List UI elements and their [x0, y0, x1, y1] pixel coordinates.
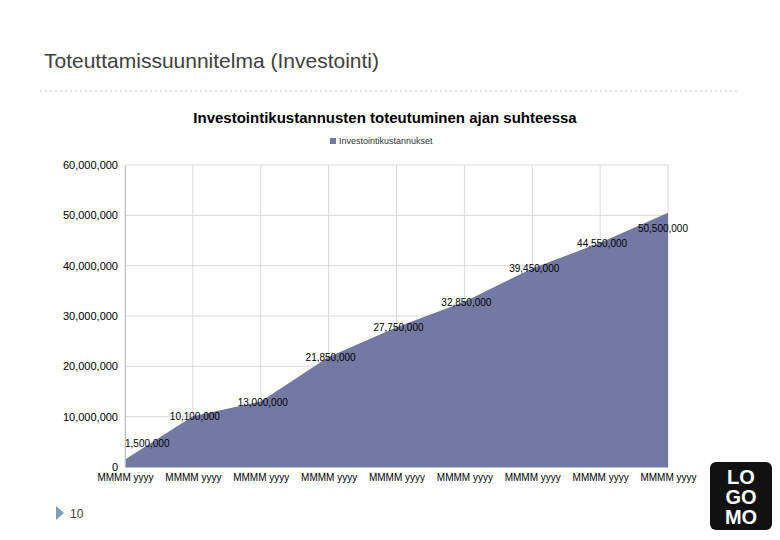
- data-label: 32,850,000: [441, 297, 491, 308]
- grid: [125, 165, 668, 467]
- x-tick: MMMM yyyy: [369, 467, 425, 483]
- y-tick-label: 40,000,000: [63, 260, 118, 272]
- logo-text: GO: [725, 486, 756, 508]
- x-tick: MMMM yyyy: [233, 467, 289, 483]
- y-tick-label: 30,000,000: [63, 310, 118, 322]
- title-separator: [40, 91, 740, 92]
- area-series: [125, 213, 668, 467]
- x-tick-label: MMMM yyyy: [640, 472, 696, 483]
- logo-text: MO: [725, 506, 757, 528]
- x-tick: MMMM yyyy: [437, 467, 493, 483]
- data-label: 1,500,000: [125, 438, 170, 449]
- y-tick: 50,000,000: [63, 209, 125, 221]
- y-tick-label: 50,000,000: [63, 209, 118, 221]
- y-tick: 40,000,000: [63, 260, 125, 272]
- data-label: 50,500,000: [638, 223, 688, 234]
- x-tick-label: MMMM yyyy: [301, 472, 357, 483]
- data-label: 39,450,000: [509, 263, 559, 274]
- x-tick-label: MMMM yyyy: [165, 472, 221, 483]
- x-tick: MMMM yyyy: [505, 467, 561, 483]
- y-tick: 60,000,000: [63, 159, 125, 171]
- x-tick: MMMM yyyy: [97, 467, 153, 483]
- data-label: 27,750,000: [373, 322, 423, 333]
- logo-box: [710, 462, 772, 530]
- data-labels: 1,500,000 10,100,000 13,000,000 21,850,000 2…: [125, 223, 688, 450]
- grid-line-vertical: [125, 165, 126, 467]
- x-tick-label: MMMM yyyy: [97, 472, 153, 483]
- x-tick: MMMM yyyy: [301, 467, 357, 483]
- x-tick-label: MMMM yyyy: [505, 472, 561, 483]
- x-axis-line: [126, 467, 669, 468]
- y-tick: 20,000,000: [63, 360, 125, 372]
- y-tick: 30,000,000: [63, 310, 125, 322]
- chart-title: Investointikustannusten toteutuminen aja…: [193, 109, 577, 126]
- x-tick-label: MMMM yyyy: [573, 472, 629, 483]
- y-axis-line: [125, 166, 126, 468]
- x-tick: MMMM yyyy: [165, 467, 221, 483]
- data-label: 44,550,000: [577, 238, 627, 249]
- x-axis: MMMM yyyy MMMM yyyy MMMM yyyy MMMM yyyy MMMM…: [97, 467, 696, 483]
- x-tick-label: MMMM yyyy: [233, 472, 289, 483]
- y-tick-label: 10,000,000: [63, 411, 118, 423]
- data-label: 13,000,000: [238, 397, 288, 408]
- data-label: 21,850,000: [306, 352, 356, 363]
- page-marker: [56, 506, 64, 520]
- x-tick: MMMM yyyy: [573, 467, 629, 483]
- y-tick: 10,000,000: [63, 411, 125, 423]
- x-tick-label: MMMM yyyy: [437, 472, 493, 483]
- x-tick: MMMM yyyy: [640, 467, 696, 483]
- y-tick-label: 20,000,000: [63, 360, 118, 372]
- legend: Investointikustannukset: [330, 136, 433, 146]
- slide: Toteuttamissuunnitelma (Investointi) Inve…: [0, 0, 780, 540]
- plot-area: [125, 213, 668, 467]
- y-tick-label: 60,000,000: [63, 159, 118, 171]
- slide-title: Toteuttamissuunnitelma (Investointi): [44, 49, 379, 72]
- y-axis: 010,000,00020,000,00030,000,00040,000,00…: [63, 159, 126, 473]
- x-tick-label: MMMM yyyy: [369, 472, 425, 483]
- data-label: 10,100,000: [170, 411, 220, 422]
- legend-label: Investointikustannukset: [339, 136, 433, 146]
- legend-swatch: [330, 138, 336, 144]
- logo-text: LO: [727, 466, 755, 488]
- page-number: 10: [70, 507, 84, 521]
